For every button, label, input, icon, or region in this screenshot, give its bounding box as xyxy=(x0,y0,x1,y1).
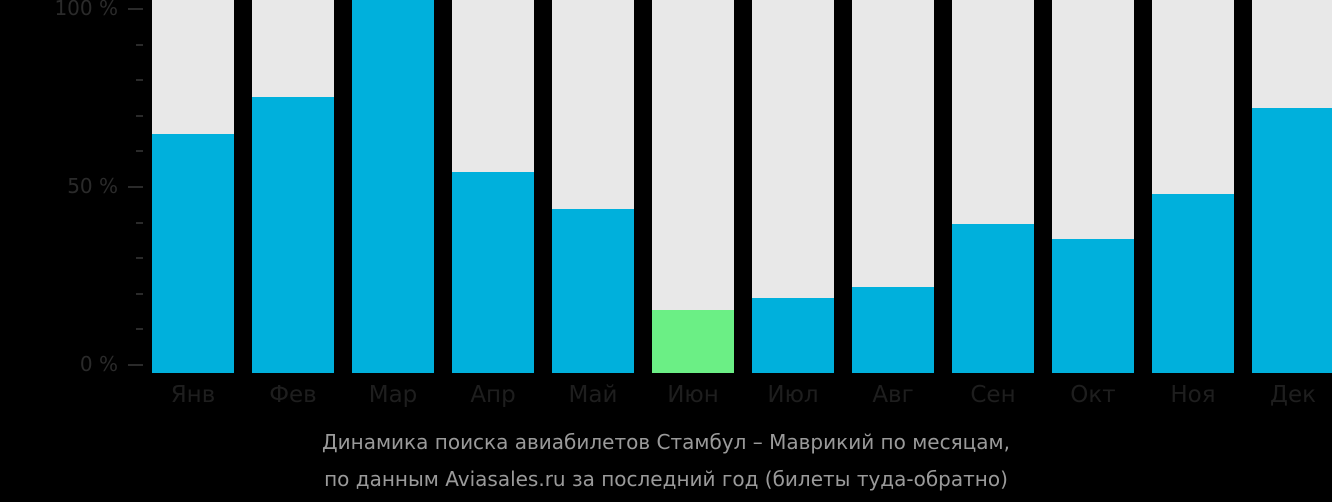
y-minor-tick xyxy=(136,292,143,295)
bar-fill xyxy=(452,171,534,373)
x-tick-label: Июн xyxy=(667,382,719,408)
bar-5 xyxy=(552,0,634,373)
bar-12 xyxy=(1252,0,1332,373)
x-tick-label: Ноя xyxy=(1170,382,1216,408)
x-tick-label: Авг xyxy=(872,382,914,408)
y-minor-tick xyxy=(136,150,143,153)
y-major-tick xyxy=(128,186,143,188)
y-minor-tick xyxy=(136,257,143,260)
bar-fill xyxy=(152,134,234,373)
chart-caption-line-1: Динамика поиска авиабилетов Стамбул – Ма… xyxy=(322,430,1010,454)
x-tick-label: Июл xyxy=(767,382,819,408)
x-tick-label: Янв xyxy=(170,382,216,408)
y-minor-tick xyxy=(136,221,143,224)
x-tick-label: Дек xyxy=(1269,382,1316,408)
y-major-tick xyxy=(128,8,143,10)
bar-fill xyxy=(1052,238,1134,373)
chart-caption-line-2: по данным Aviasales.ru за последний год … xyxy=(324,467,1008,491)
x-tick-label: Фев xyxy=(269,382,317,408)
x-tick-label: Окт xyxy=(1070,382,1116,408)
bar-fill xyxy=(1152,193,1234,373)
bar-fill xyxy=(652,309,734,373)
bar-fill xyxy=(1252,108,1332,373)
bar-10 xyxy=(1052,0,1134,373)
bar-4 xyxy=(452,0,534,373)
y-minor-tick xyxy=(136,114,143,117)
x-tick-label: Мар xyxy=(368,382,418,408)
x-tick-label: Май xyxy=(568,382,618,408)
x-tick-label: Сен xyxy=(970,382,1016,408)
bar-fill xyxy=(552,208,634,373)
y-tick-label: 100 % xyxy=(54,0,118,20)
bar-fill xyxy=(352,0,434,373)
bar-fill xyxy=(252,96,334,373)
y-minor-tick xyxy=(136,79,143,82)
bar-1 xyxy=(152,0,234,373)
bar-fill xyxy=(752,298,834,373)
bar-6 xyxy=(652,0,734,373)
bar-fill xyxy=(852,287,934,373)
bar-fill xyxy=(952,223,1034,373)
y-minor-tick xyxy=(136,328,143,331)
bar-7 xyxy=(752,0,834,373)
bar-11 xyxy=(1152,0,1234,373)
bar-9 xyxy=(952,0,1034,373)
bar-3 xyxy=(352,0,434,373)
y-tick-label: 0 % xyxy=(79,352,118,376)
y-minor-tick xyxy=(136,43,143,46)
bar-2 xyxy=(252,0,334,373)
bar-8 xyxy=(852,0,934,373)
x-tick-label: Апр xyxy=(470,382,516,408)
y-tick-label: 50 % xyxy=(67,174,118,198)
y-major-tick xyxy=(128,364,143,366)
